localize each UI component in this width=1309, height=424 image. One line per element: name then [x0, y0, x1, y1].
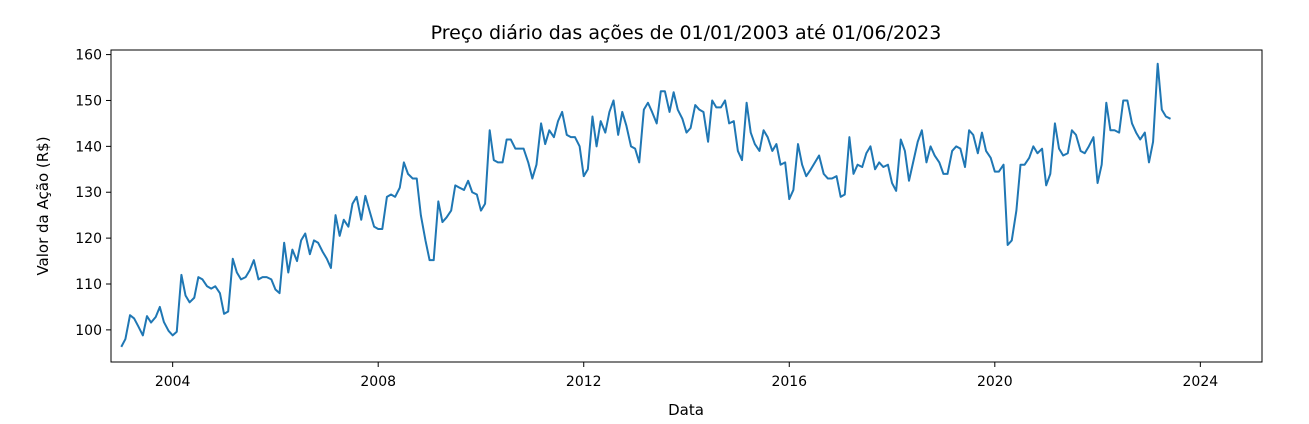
chart-title: Preço diário das ações de 01/01/2003 até…: [431, 22, 942, 44]
y-tick-label: 130: [75, 185, 102, 201]
plot-frame: [110, 49, 1263, 363]
y-axis-label: Valor da Ação (R$): [34, 136, 52, 275]
x-tick-label: 2012: [566, 374, 602, 390]
y-tick-label: 100: [75, 323, 102, 339]
x-tick-label: 2004: [155, 374, 191, 390]
x-tick-label: 2020: [977, 374, 1013, 390]
y-tick-label: 140: [75, 139, 102, 155]
x-axis: 2004 2008 2012 2016 2020 2024: [155, 362, 1218, 390]
x-axis-label: Data: [668, 401, 704, 419]
y-tick-label: 150: [75, 93, 102, 109]
series-layer: [120, 62, 1171, 348]
x-tick-label: 2024: [1183, 374, 1219, 390]
y-tick-label: 110: [75, 277, 102, 293]
plot-area: [110, 49, 1263, 363]
y-tick-label: 120: [75, 231, 102, 247]
y-tick-label: 160: [75, 48, 102, 64]
x-tick-label: 2008: [360, 374, 396, 390]
series-line: [120, 62, 1171, 348]
x-tick-label: 2016: [771, 374, 807, 390]
y-axis: 100 110 120 130 140 150 160: [75, 48, 111, 339]
